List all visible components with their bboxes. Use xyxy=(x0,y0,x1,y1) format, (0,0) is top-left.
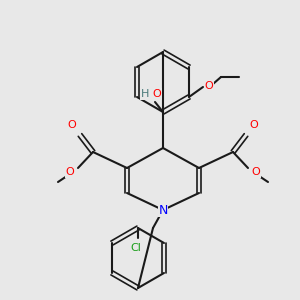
Text: N: N xyxy=(158,203,168,217)
Text: O: O xyxy=(153,89,161,99)
Text: O: O xyxy=(252,167,260,177)
Text: H: H xyxy=(141,89,149,99)
Text: O: O xyxy=(250,120,258,130)
Text: O: O xyxy=(68,120,76,130)
Text: O: O xyxy=(205,81,213,91)
Text: Cl: Cl xyxy=(130,243,141,253)
Text: O: O xyxy=(66,167,74,177)
